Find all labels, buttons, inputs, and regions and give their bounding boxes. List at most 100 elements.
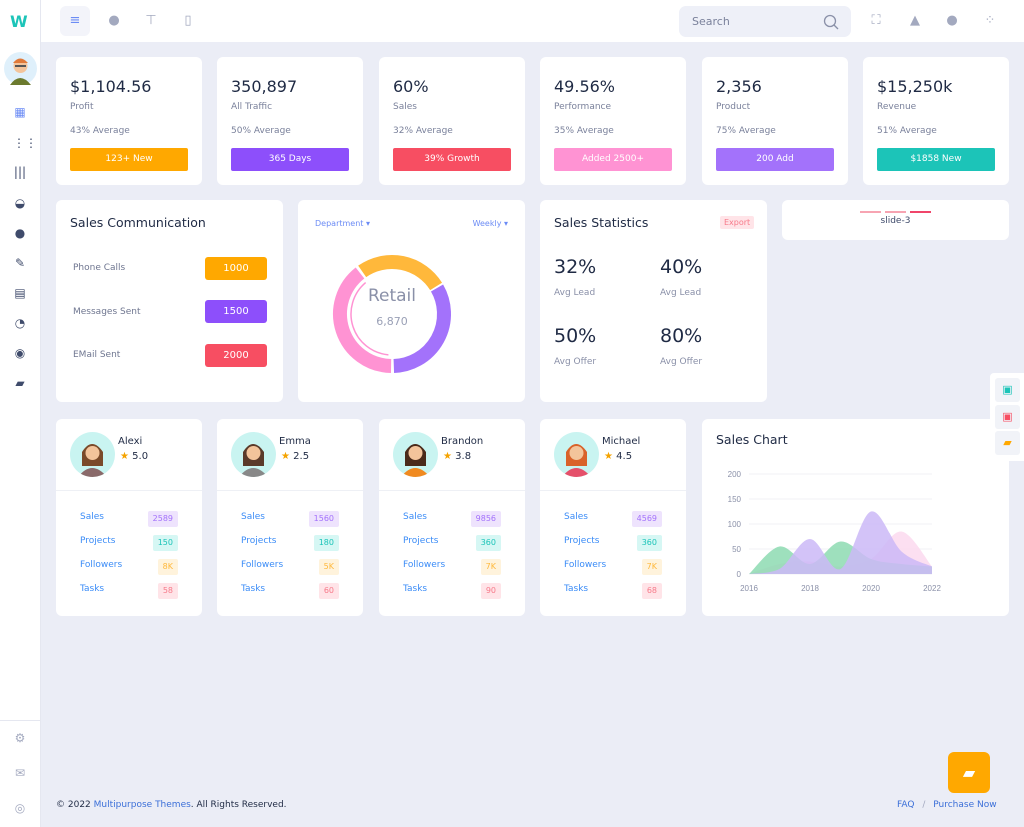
clipboard-icon[interactable]: ▯ xyxy=(184,13,192,28)
stat-label[interactable]: Tasks xyxy=(241,584,266,594)
more-icon[interactable]: ● xyxy=(108,13,120,28)
stat-label[interactable]: Sales xyxy=(241,512,265,522)
stat-label[interactable]: Followers xyxy=(564,560,607,570)
basket-icon[interactable]: ◒ xyxy=(14,196,26,210)
profile-icon[interactable]: ● xyxy=(946,13,958,28)
stat-label[interactable]: Sales xyxy=(80,512,104,522)
kpi-button[interactable]: 200 Add xyxy=(716,148,834,171)
document-icon[interactable]: ▤ xyxy=(14,286,26,300)
flag-icon[interactable]: ⊤ xyxy=(145,13,157,28)
stat-label[interactable]: Tasks xyxy=(564,584,589,594)
chart-title: Sales Chart xyxy=(716,432,788,447)
profile-card: Alexi ★ 5.0 Sales 2589 Projects 150 Follower… xyxy=(56,419,202,616)
stat-label[interactable]: Tasks xyxy=(403,584,428,594)
apps-grid-icon[interactable]: ⋮⋮ xyxy=(13,136,37,150)
library-icon[interactable]: ||| xyxy=(13,165,27,179)
kpi-button[interactable]: 123+ New xyxy=(70,148,188,171)
dashboard-icon[interactable]: ▦ xyxy=(14,105,26,119)
stat-label[interactable]: Sales xyxy=(403,512,427,522)
card-title: Sales Statistics xyxy=(554,215,649,230)
profile-card: Emma ★ 2.5 Sales 1560 Projects 180 Followers… xyxy=(217,419,363,616)
sales-area-chart: 0 50 100 150 200 2016 2018 2020 2022 xyxy=(728,470,942,593)
faq-link[interactable]: FAQ xyxy=(897,800,915,810)
settings-dots-icon[interactable]: ⁘ xyxy=(984,13,996,28)
star-icon: ★ xyxy=(604,451,613,462)
sales-chart-card: Sales Chart 0 50 100 150 200 2016 2018 2020 2022 xyxy=(702,419,1009,616)
image-icon[interactable]: ▣ xyxy=(995,405,1020,429)
pie-chart-icon[interactable]: ◔ xyxy=(14,316,26,330)
rating-value: 3.8 xyxy=(455,451,472,462)
kpi-label: Performance xyxy=(554,102,612,112)
chat-icon: ▰ xyxy=(962,763,976,782)
chat-icon[interactable]: ▰ xyxy=(15,376,25,390)
stat-label[interactable]: Projects xyxy=(403,536,439,546)
donut-segment-orange[interactable] xyxy=(358,255,443,291)
stat-badge: 180 xyxy=(313,535,339,551)
avatar-illustration xyxy=(78,444,107,477)
power-icon[interactable]: ◎ xyxy=(14,801,26,815)
caret-down-icon: ▾ xyxy=(503,219,508,228)
export-button[interactable]: Export xyxy=(720,216,755,229)
kpi-button[interactable]: Added 2500+ xyxy=(554,148,672,171)
kpi-button[interactable]: $1858 New xyxy=(877,148,995,171)
settings-icon[interactable]: ⚙ xyxy=(14,731,26,745)
company-link[interactable]: Multipurpose Themes xyxy=(93,800,191,810)
dropdown-label: Department xyxy=(315,219,364,228)
department-dropdown[interactable]: Department ▾ xyxy=(315,219,370,228)
donut-chart xyxy=(333,255,451,373)
kpi-card: 2,356 Product 75% Average 200 Add xyxy=(702,57,848,185)
slide-indicator[interactable] xyxy=(860,211,881,213)
stat-label[interactable]: Followers xyxy=(241,560,284,570)
donut-segment-pink[interactable] xyxy=(333,267,392,373)
top-bar: ≡ ● ⊤ ▯ Search ⛶ ▲ ● ⁘ xyxy=(41,0,1024,42)
edit-icon[interactable]: ✎ xyxy=(14,256,26,270)
weekly-dropdown[interactable]: Weekly ▾ xyxy=(473,219,508,228)
search-icon[interactable] xyxy=(823,14,839,30)
kpi-card: $1,104.56 Profit 43% Average 123+ New xyxy=(56,57,202,185)
stat-label[interactable]: Projects xyxy=(564,536,600,546)
brand-logo[interactable]: W xyxy=(10,12,28,31)
profile-rating: ★ 4.5 xyxy=(604,451,632,462)
user-avatar[interactable] xyxy=(4,52,37,85)
lock-icon[interactable]: ◉ xyxy=(14,346,26,360)
slider-card: slide-3 xyxy=(782,200,1009,240)
divider xyxy=(56,490,202,491)
copyright: © 2022 Multipurpose Themes. All Rights R… xyxy=(56,800,287,810)
stat-label[interactable]: Projects xyxy=(241,536,277,546)
user-avatar-illustration xyxy=(10,58,31,85)
comm-value[interactable]: 2000 xyxy=(205,344,267,367)
comm-value[interactable]: 1000 xyxy=(205,257,267,280)
slide-indicator[interactable] xyxy=(885,211,906,213)
stat-label[interactable]: Tasks xyxy=(80,584,105,594)
bell-icon[interactable]: ▲ xyxy=(910,13,920,28)
stat-value: 50% xyxy=(554,325,597,347)
mail-icon[interactable]: ✉ xyxy=(14,766,26,780)
search-input[interactable]: Search xyxy=(679,6,851,37)
kpi-button[interactable]: 365 Days xyxy=(231,148,349,171)
money-icon[interactable]: ▣ xyxy=(995,378,1020,402)
stat-label[interactable]: Followers xyxy=(80,560,123,570)
kpi-value: $1,104.56 xyxy=(70,77,152,96)
purchase-now-link[interactable]: Purchase Now xyxy=(933,800,997,810)
menu-toggle-button[interactable]: ≡ xyxy=(60,6,90,36)
fullscreen-icon[interactable]: ⛶ xyxy=(871,13,881,28)
stat-label[interactable]: Followers xyxy=(403,560,446,570)
stat-label[interactable]: Projects xyxy=(80,536,116,546)
stat-label[interactable]: Sales xyxy=(564,512,588,522)
caret-down-icon: ▾ xyxy=(365,219,370,228)
kpi-average: 43% Average xyxy=(70,126,130,136)
donut-segment-purple[interactable] xyxy=(393,284,451,373)
stat-value: 32% xyxy=(554,256,597,278)
comm-value[interactable]: 1500 xyxy=(205,300,267,323)
kpi-button[interactable]: 39% Growth xyxy=(393,148,511,171)
kpi-label: Revenue xyxy=(877,102,917,112)
user-icon[interactable]: ● xyxy=(14,226,26,240)
chat-bubble-icon[interactable]: ▰ xyxy=(995,431,1020,455)
stat-label: Avg Offer xyxy=(660,357,703,367)
menu-icon: ≡ xyxy=(69,13,81,28)
avatar-illustration xyxy=(239,444,268,477)
profile-rating: ★ 3.8 xyxy=(443,451,471,462)
chat-button[interactable]: ▰ xyxy=(948,752,990,793)
x-tick-label: 2016 xyxy=(740,584,758,593)
slide-indicator-active[interactable] xyxy=(910,211,931,213)
